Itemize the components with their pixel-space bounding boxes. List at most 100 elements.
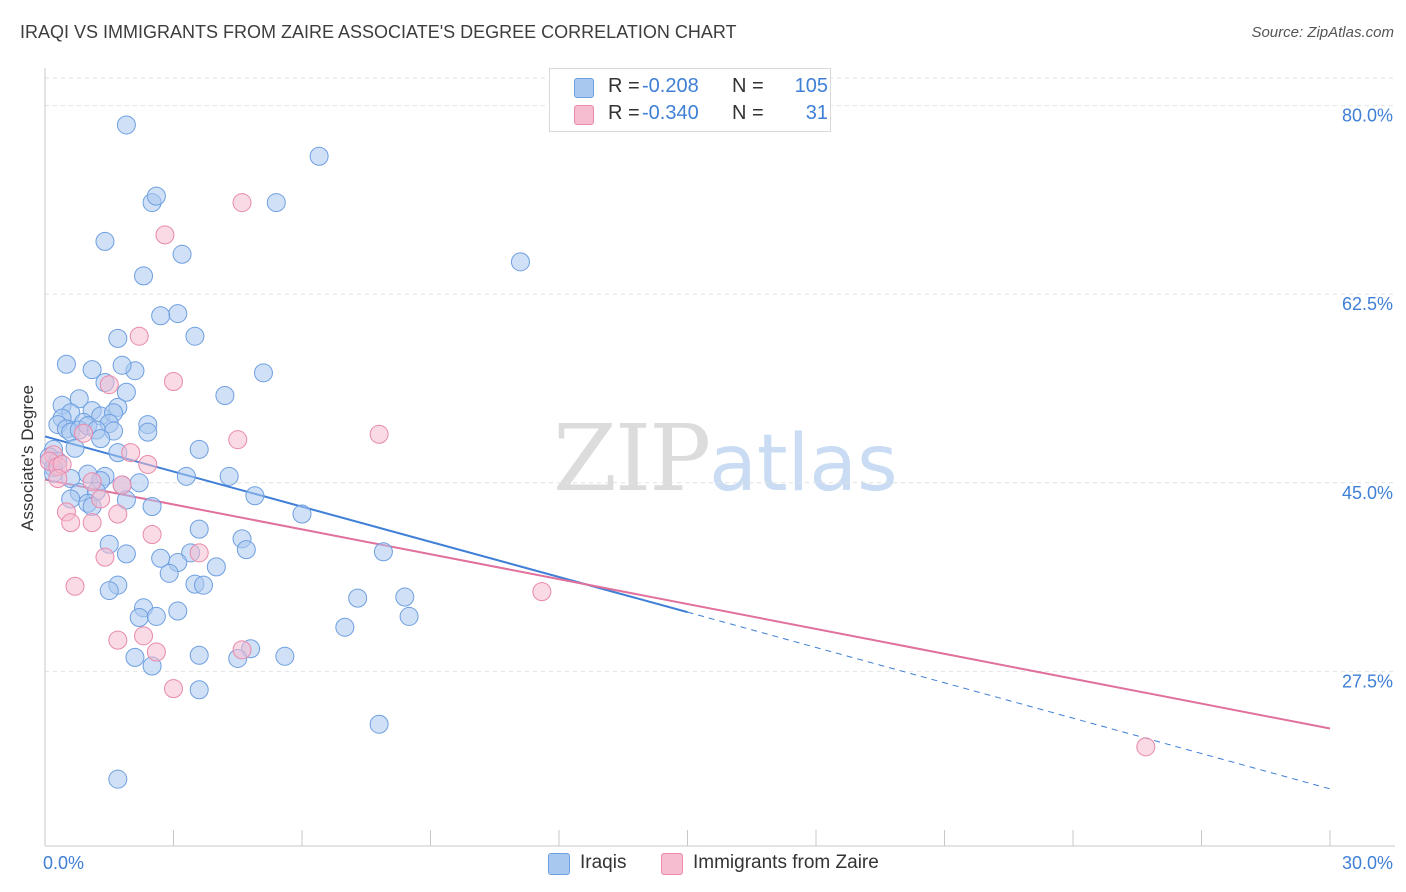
iraqi-point [215, 385, 235, 405]
zaire-legend-swatch [661, 853, 683, 875]
iraqi-point [108, 328, 128, 348]
iraqi-point [253, 363, 273, 383]
zaire-point [138, 454, 158, 474]
source-note: Source: ZipAtlas.com [1251, 24, 1394, 41]
iraqi-point [236, 540, 256, 560]
iraqi-point [185, 326, 205, 346]
tick-labels: 27.5% 45.0% 62.5% 80.0% 0.0% 30.0% [43, 106, 1393, 873]
y-tick-label: 45.0% [1342, 483, 1393, 503]
x-tick-label: 30.0% [1342, 853, 1393, 873]
n-value: 31 [805, 102, 828, 124]
iraqi-point [189, 439, 209, 459]
zaire-point [108, 630, 128, 650]
chart-title: IRAQI VS IMMIGRANTS FROM ZAIRE ASSOCIATE… [20, 22, 737, 42]
iraqi-point [129, 608, 149, 628]
iraqi-point [309, 146, 329, 166]
r-value: -0.208 [642, 75, 699, 97]
iraqi-point [116, 544, 136, 564]
iraqi-point [138, 422, 158, 442]
iraqi-trend-extension [687, 611, 1331, 790]
zaire-point [164, 371, 183, 391]
zaire-swatch [574, 105, 594, 125]
zaire-point [91, 489, 111, 509]
zaire-point [112, 475, 132, 495]
zaire-point [142, 525, 162, 545]
iraqi-point [189, 680, 209, 700]
iraqi-point [116, 382, 136, 402]
iraqi-point [151, 306, 171, 326]
iraqi-point [172, 244, 192, 264]
zaire-point [232, 640, 252, 660]
iraqi-point [108, 769, 128, 789]
iraqi-point [395, 587, 415, 607]
iraqi-point [125, 647, 145, 667]
r-label: R = [608, 102, 640, 124]
n-label: N = [732, 102, 764, 124]
iraqi-point [369, 714, 389, 734]
iraqi-point [95, 231, 115, 251]
zaire-point [146, 642, 166, 662]
zaire-point [121, 443, 141, 463]
zaire-point [155, 225, 175, 245]
iraqi-point [335, 617, 355, 637]
axes [44, 68, 1395, 847]
iraqi-point [399, 606, 419, 626]
iraqi-point [219, 466, 239, 486]
iraqi-point [146, 186, 166, 206]
iraqi-point [134, 266, 154, 286]
iraqi-point [69, 389, 89, 409]
iraqi-point [292, 504, 312, 524]
iraqis-legend-label: Iraqis [580, 852, 627, 873]
y-tick-label: 62.5% [1342, 294, 1393, 314]
iraqi-point [189, 519, 209, 539]
zaire-trend-line [44, 478, 1331, 730]
iraqi-point [159, 563, 179, 583]
zaire-point [134, 626, 154, 646]
zaire-point [82, 472, 102, 492]
iraqi-point [99, 581, 119, 601]
data-points [39, 115, 1156, 789]
watermark-zip: ZIP [553, 405, 711, 512]
zaire-point [532, 582, 552, 602]
zaire-point [95, 547, 115, 567]
iraqi-point [266, 193, 286, 213]
zaire-point [129, 326, 149, 346]
iraqi-point [142, 497, 162, 516]
zaire-point [48, 468, 68, 488]
iraqi-point [116, 115, 136, 135]
iraqi-point [146, 606, 166, 626]
iraqi-point [91, 429, 111, 449]
zaire-point [65, 576, 85, 596]
iraqis-legend-swatch [548, 853, 570, 875]
iraqi-point [193, 575, 213, 595]
iraqi-point [206, 557, 226, 577]
watermark-atlas: atlas [709, 419, 898, 509]
gridlines [45, 77, 1395, 672]
zaire-point [1136, 737, 1156, 757]
zaire-point [232, 193, 252, 213]
stats-legend: R = -0.208 N = 105 R = -0.340 N = 31 [549, 68, 831, 132]
y-tick-label: 27.5% [1342, 671, 1393, 691]
zaire-point [74, 423, 94, 443]
iraqi-point [129, 473, 149, 493]
iraqi-point [168, 601, 188, 621]
iraqi-point [189, 645, 209, 665]
zaire-point [61, 513, 81, 533]
iraqi-point [168, 304, 188, 324]
zaire-point [228, 430, 248, 450]
r-label: R = [608, 75, 640, 97]
zaire-point [108, 504, 128, 524]
n-value: 105 [794, 75, 828, 97]
n-label: N = [732, 75, 764, 97]
zaire-point [369, 424, 389, 444]
zaire-point [99, 375, 119, 395]
watermark: ZIPatlas [553, 405, 898, 512]
x-tick-label: 0.0% [43, 853, 84, 873]
trend-lines [44, 435, 1331, 790]
r-value: -0.340 [642, 102, 699, 124]
iraqi-point [245, 486, 265, 506]
y-tick-label: 80.0% [1342, 106, 1393, 126]
iraqi-point [348, 588, 368, 608]
iraqi-point [176, 466, 196, 486]
zaire-point [82, 513, 102, 533]
